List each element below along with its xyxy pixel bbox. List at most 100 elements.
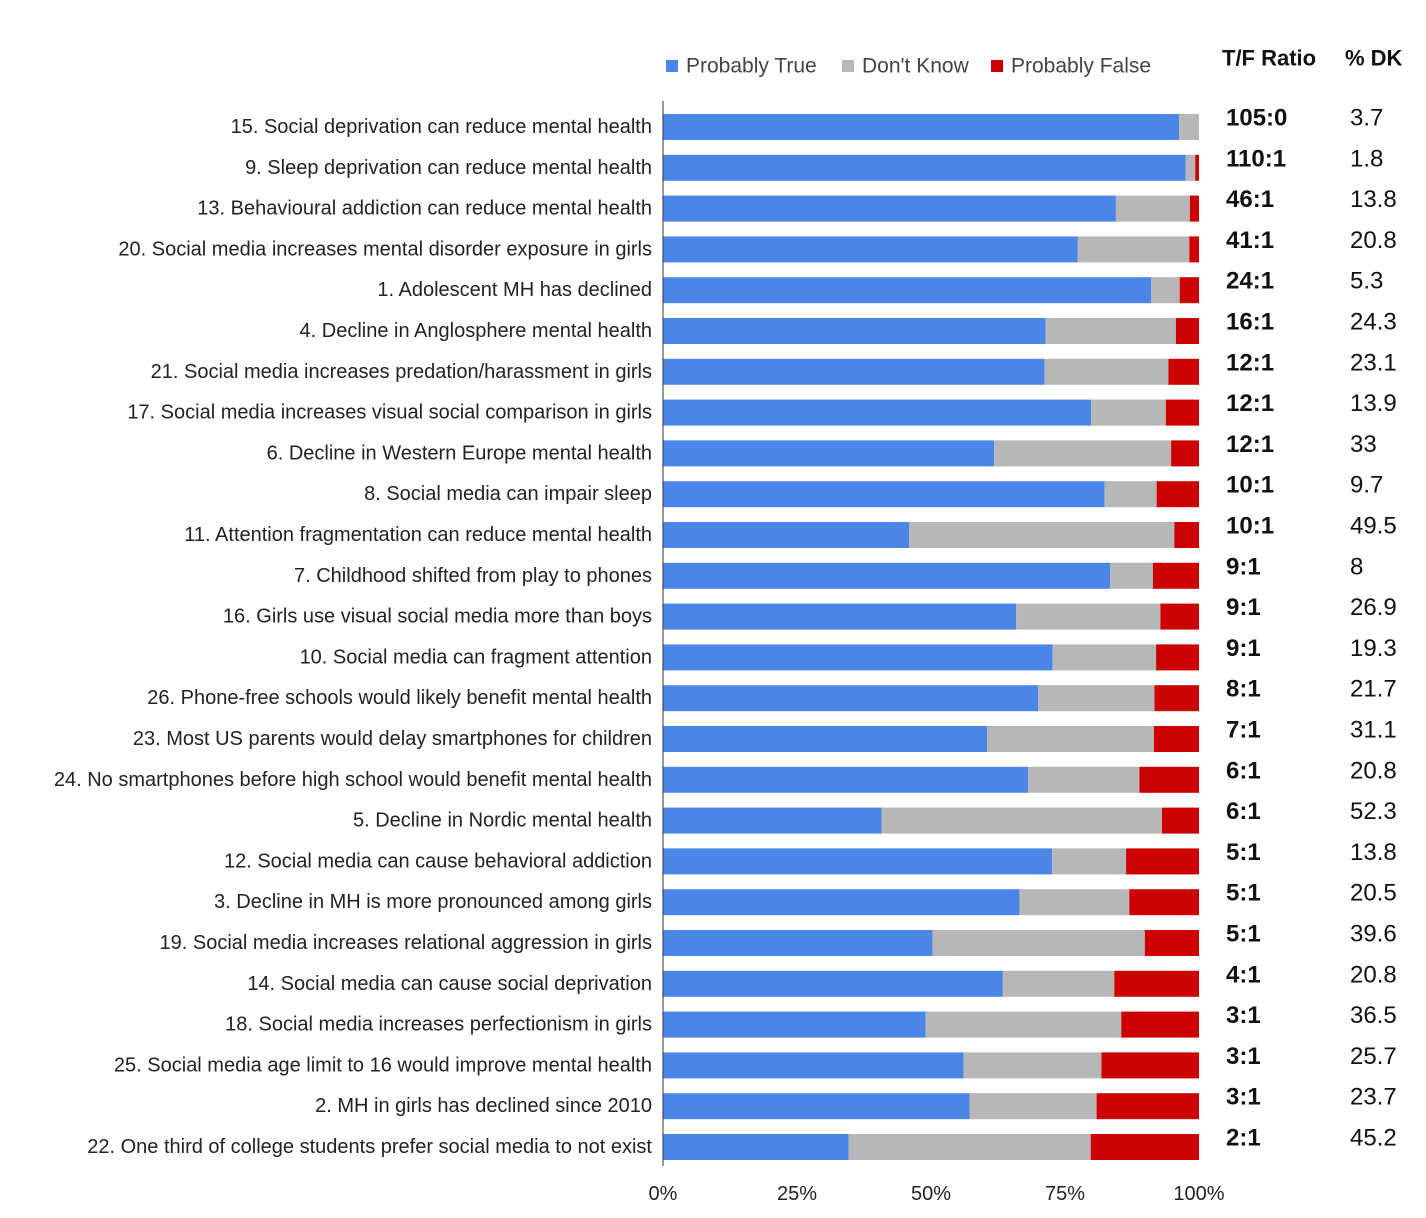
bar-segment-0-8 — [663, 440, 995, 467]
dk-value-21: 20.8 — [1350, 961, 1397, 988]
legend-label-0: Probably True — [686, 55, 817, 78]
dk-value-14: 21.7 — [1350, 676, 1397, 703]
ratio-value-22: 3:1 — [1226, 1002, 1261, 1029]
bar-segment-1-17 — [881, 807, 1163, 834]
bar-segment-1-14 — [1038, 685, 1155, 712]
bar-segment-2-17 — [1162, 807, 1199, 834]
category-label-20: 19. Social media increases relational ag… — [160, 932, 652, 954]
ratio-value-21: 4:1 — [1226, 961, 1261, 988]
ratio-column-header: T/F Ratio — [1222, 46, 1316, 71]
bar-segment-0-12 — [663, 603, 1017, 630]
bar-segment-1-19 — [1019, 889, 1130, 916]
category-label-8: 6. Decline in Western Europe mental heal… — [267, 442, 652, 464]
dk-value-8: 33 — [1350, 431, 1377, 458]
ratio-value-10: 10:1 — [1226, 513, 1274, 540]
bar-segment-2-1 — [1195, 154, 1199, 181]
ratio-value-4: 24:1 — [1226, 268, 1274, 295]
dk-value-7: 13.9 — [1350, 390, 1397, 417]
ratio-value-16: 6:1 — [1226, 757, 1261, 784]
bar-segment-2-22 — [1121, 1011, 1199, 1038]
category-label-21: 14. Social media can cause social depriv… — [247, 973, 652, 995]
dk-value-11: 8 — [1350, 553, 1363, 580]
ratio-value-13: 9:1 — [1226, 635, 1261, 662]
dk-value-20: 39.6 — [1350, 921, 1397, 948]
ratio-value-19: 5:1 — [1226, 880, 1261, 907]
ratio-value-6: 12:1 — [1226, 349, 1274, 376]
bar-segment-1-1 — [1185, 154, 1196, 181]
bar-segment-1-8 — [994, 440, 1172, 467]
bar-segment-2-14 — [1154, 685, 1199, 712]
column-headers: T/F Ratio % DK — [1222, 46, 1403, 71]
bar-segment-0-14 — [663, 685, 1039, 712]
category-label-7: 17. Social media increases visual social… — [127, 402, 652, 424]
dk-value-3: 20.8 — [1350, 227, 1397, 254]
category-label-23: 25. Social media age limit to 16 would i… — [114, 1054, 652, 1076]
dk-value-23: 25.7 — [1350, 1043, 1397, 1070]
dk-value-1: 1.8 — [1350, 145, 1383, 172]
bar-segment-1-18 — [1052, 848, 1127, 875]
bar-segment-0-7 — [663, 399, 1092, 426]
bar-segment-1-12 — [1016, 603, 1161, 630]
bar-segment-0-10 — [663, 522, 910, 548]
ratio-value-8: 12:1 — [1226, 431, 1274, 458]
ratio-value-20: 5:1 — [1226, 921, 1261, 948]
category-label-17: 5. Decline in Nordic mental health — [353, 810, 652, 832]
bar-segment-0-4 — [663, 277, 1152, 304]
x-tick-label-4: 100% — [1173, 1183, 1224, 1205]
bar-segment-2-25 — [1090, 1134, 1199, 1160]
ratio-value-5: 16:1 — [1226, 309, 1274, 336]
category-label-19: 3. Decline in MH is more pronounced amon… — [214, 891, 652, 913]
ratio-value-17: 6:1 — [1226, 798, 1261, 825]
bar-segment-2-8 — [1171, 440, 1199, 467]
legend-swatch-0 — [666, 60, 678, 72]
category-label-13: 10. Social media can fragment attention — [300, 646, 652, 668]
bar-segment-2-21 — [1114, 970, 1199, 997]
dk-value-13: 19.3 — [1350, 635, 1397, 662]
category-label-10: 11. Attention fragmentation can reduce m… — [184, 524, 652, 546]
bar-segment-0-25 — [663, 1134, 849, 1160]
bar-segment-2-5 — [1175, 318, 1199, 344]
bar-segment-1-21 — [1002, 970, 1115, 997]
category-label-12: 16. Girls use visual social media more t… — [223, 606, 652, 628]
bar-segment-0-21 — [663, 970, 1003, 997]
category-label-18: 12. Social media can cause behavioral ad… — [224, 850, 652, 872]
bar-segment-2-6 — [1168, 358, 1199, 385]
category-label-4: 1. Adolescent MH has declined — [377, 279, 652, 301]
ratio-value-0: 105:0 — [1226, 105, 1287, 132]
bar-segment-1-0 — [1179, 114, 1199, 140]
category-label-16: 24. No smartphones before high school wo… — [54, 769, 652, 791]
bar-segment-2-2 — [1189, 195, 1199, 222]
legend-swatch-2 — [991, 60, 1003, 72]
bar-segment-0-24 — [663, 1093, 970, 1120]
bar-segment-0-1 — [663, 154, 1186, 181]
category-label-0: 15. Social deprivation can reduce mental… — [231, 116, 652, 138]
ratio-value-11: 9:1 — [1226, 553, 1261, 580]
bar-segment-2-19 — [1129, 889, 1199, 916]
dk-value-22: 36.5 — [1350, 1002, 1397, 1029]
category-label-9: 8. Social media can impair sleep — [364, 483, 652, 505]
bar-segment-1-10 — [909, 522, 1175, 548]
bar-segment-0-15 — [663, 726, 988, 752]
bar-segment-2-18 — [1126, 848, 1199, 875]
bar-segment-1-13 — [1052, 644, 1157, 671]
dk-value-15: 31.1 — [1350, 717, 1397, 744]
bar-segment-0-13 — [663, 644, 1053, 671]
bar-segment-1-24 — [969, 1093, 1097, 1120]
bar-segment-1-20 — [932, 930, 1145, 956]
bar-segment-1-5 — [1045, 318, 1176, 344]
category-label-22: 18. Social media increases perfectionism… — [225, 1014, 652, 1036]
bar-segment-2-23 — [1101, 1052, 1199, 1079]
bars — [663, 114, 1199, 1160]
bar-segment-2-4 — [1179, 277, 1199, 304]
category-label-11: 7. Childhood shifted from play to phones — [294, 565, 652, 587]
dk-value-17: 52.3 — [1350, 798, 1397, 825]
bar-segment-2-15 — [1153, 726, 1199, 752]
ratio-value-15: 7:1 — [1226, 717, 1261, 744]
x-tick-label-2: 50% — [911, 1183, 951, 1205]
ratio-value-25: 2:1 — [1226, 1125, 1261, 1152]
ratio-value-7: 12:1 — [1226, 390, 1274, 417]
dk-value-25: 45.2 — [1350, 1125, 1397, 1152]
bar-segment-1-15 — [987, 726, 1154, 752]
ratio-value-24: 3:1 — [1226, 1084, 1261, 1111]
ratio-value-18: 5:1 — [1226, 839, 1261, 866]
